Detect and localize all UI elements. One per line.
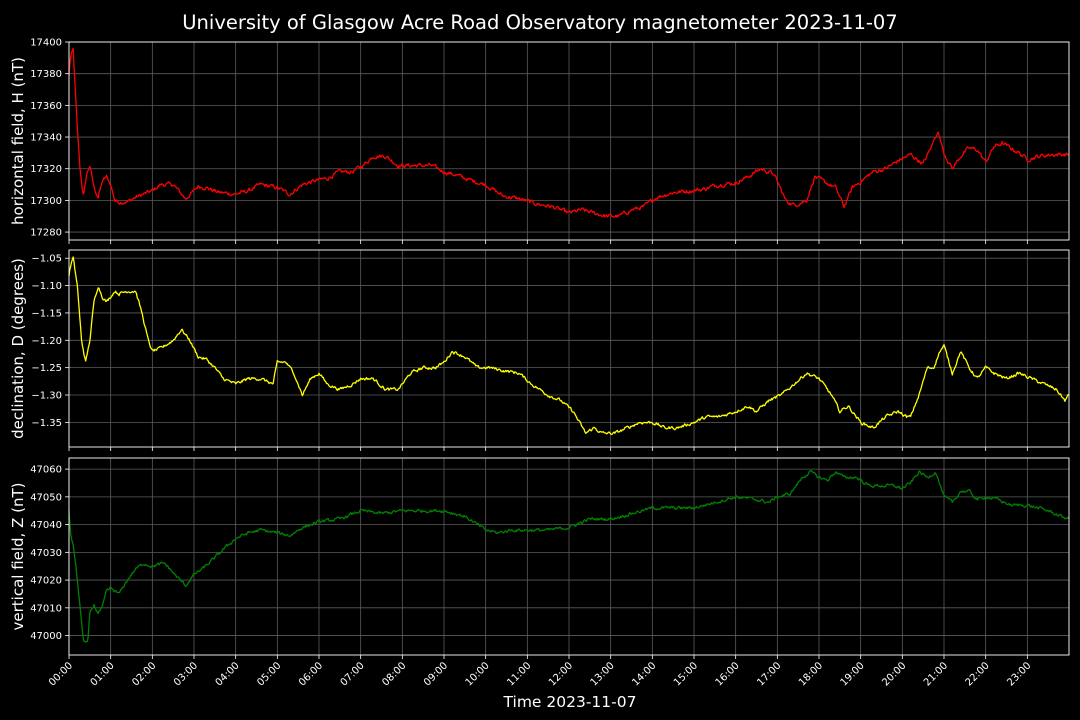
y-tick-label: 47020 (30, 576, 62, 587)
y-tick-label: 17280 (30, 228, 62, 239)
panel-3: 47000 47010 47020 47030 47040 47050 47060verti… (9, 457, 1070, 659)
chart-title: University of Glasgow Acre Road Observat… (182, 11, 897, 34)
y-tick-label: −1.15 (31, 308, 62, 319)
y-tick-label: 17400 (30, 38, 62, 49)
series-line-1 (68, 47, 1070, 218)
panel-1: 17280 17300 17320 17340 17360 17380 17400horiz… (9, 38, 1070, 244)
y-tick-label: −1.25 (31, 363, 62, 374)
y-tick-label: 47010 (30, 603, 62, 614)
y-tick-label: −1.30 (31, 391, 62, 402)
y-tick-label: 17300 (30, 196, 62, 207)
y-axis-label: declination, D (degrees) (9, 258, 27, 439)
y-tick-label: 17320 (30, 164, 62, 175)
y-tick-label: 17360 (30, 101, 62, 112)
y-tick-label: 47030 (30, 548, 62, 559)
y-tick-label: −1.35 (31, 418, 62, 429)
y-tick-label: 17380 (30, 69, 62, 80)
y-tick-label: 47050 (30, 492, 62, 503)
y-tick-label: 47060 (30, 465, 62, 476)
y-tick-label: −1.10 (31, 281, 62, 292)
panel-frame (68, 41, 1070, 241)
panel-frame (68, 457, 1070, 656)
x-axis-label: Time 2023-11-07 (503, 693, 637, 711)
y-tick-label: −1.05 (31, 254, 62, 265)
y-axis-label: vertical field, Z (nT) (9, 482, 27, 630)
panel-2: −1.35 −1.30 −1.25 −1.20 −1.15 −1.10 −1.05 decli… (9, 249, 1070, 451)
panel-frame (68, 249, 1070, 448)
series-line-2 (68, 256, 1070, 435)
y-tick-label: 47040 (30, 520, 62, 531)
y-tick-label: −1.20 (31, 336, 62, 347)
y-tick-label: 47000 (30, 631, 62, 642)
y-tick-label: 17340 (30, 133, 62, 144)
panels: 17280 17300 17320 17340 17360 17380 17400horiz… (9, 38, 1070, 659)
y-axis-label: horizontal field, H (nT) (9, 57, 27, 225)
series-line-3 (68, 469, 1070, 643)
